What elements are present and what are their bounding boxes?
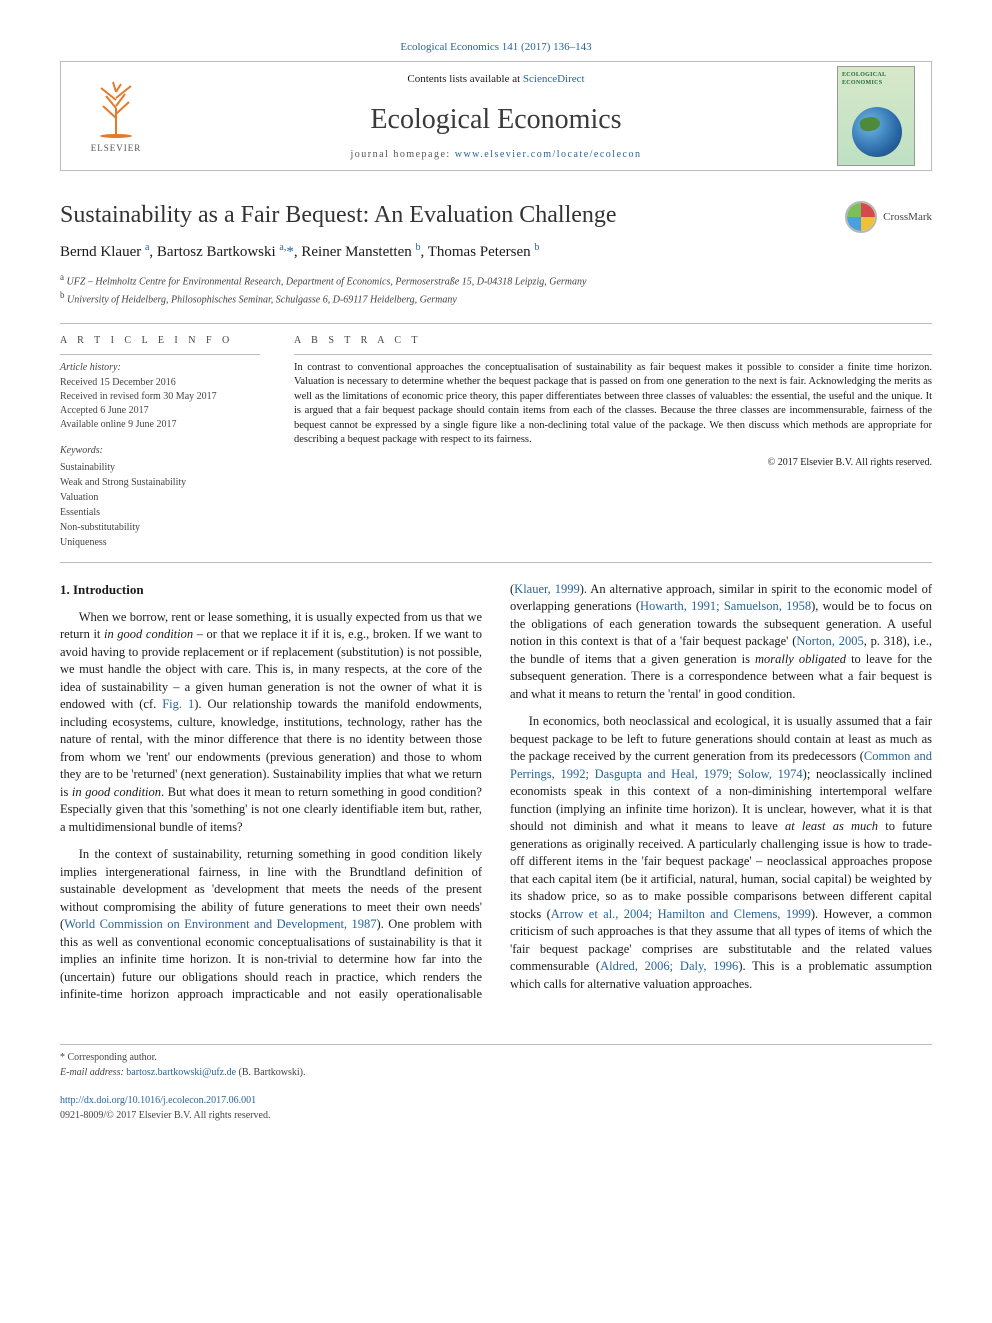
cover-title: ECOLOGICAL ECONOMICS	[842, 71, 910, 87]
publisher-logo-area: ELSEVIER	[61, 62, 171, 170]
corresponding-author-label: * Corresponding author.	[60, 1051, 932, 1065]
ref-link[interactable]: Norton, 2005	[796, 634, 863, 648]
keyword-line: Weak and Strong Sustainability	[60, 475, 260, 490]
section-heading: 1. Introduction	[60, 581, 482, 599]
affiliation-line: b University of Heidelberg, Philosophisc…	[60, 289, 932, 307]
sciencedirect-link[interactable]: ScienceDirect	[523, 73, 585, 85]
affiliation-line: a UFZ – Helmholtz Centre for Environment…	[60, 271, 932, 289]
history-line: Accepted 6 June 2017	[60, 404, 260, 418]
cover-earth-graphic	[852, 107, 902, 157]
doi-line: http://dx.doi.org/10.1016/j.ecolecon.201…	[60, 1094, 932, 1108]
issn-copyright-line: 0921-8009/© 2017 Elsevier B.V. All right…	[60, 1109, 932, 1123]
ref-link[interactable]: Klauer, 1999	[514, 582, 580, 596]
journal-title: Ecological Economics	[179, 101, 813, 139]
masthead: ELSEVIER Contents lists available at Sci…	[60, 61, 932, 171]
crossmark-icon	[845, 201, 877, 233]
abstract-heading: A B S T R A C T	[294, 334, 932, 348]
contents-lists-line: Contents lists available at ScienceDirec…	[179, 72, 813, 87]
ref-link[interactable]: Arrow et al., 2004; Hamilton and Clemens…	[551, 907, 811, 921]
copyright-line: © 2017 Elsevier B.V. All rights reserved…	[294, 456, 932, 470]
journal-issue-link[interactable]: Ecological Economics 141 (2017) 136–143	[400, 41, 591, 53]
affiliations: a UFZ – Helmholtz Centre for Environment…	[60, 271, 932, 308]
ref-link[interactable]: Aldred, 2006; Daly, 1996	[600, 959, 738, 973]
history-line: Received in revised form 30 May 2017	[60, 390, 260, 404]
article-title: Sustainability as a Fair Bequest: An Eva…	[60, 199, 932, 231]
abstract-column: A B S T R A C T In contrast to conventio…	[294, 334, 932, 550]
article-body: 1. Introduction When we borrow, rent or …	[60, 581, 932, 1004]
corresponding-email-link[interactable]: bartosz.bartkowski@ufz.de	[126, 1067, 236, 1078]
journal-homepage-link[interactable]: www.elsevier.com/locate/ecolecon	[455, 149, 642, 160]
crossmark-badge[interactable]: CrossMark	[845, 201, 932, 233]
keyword-line: Essentials	[60, 505, 260, 520]
article-history-heading: Article history:	[60, 361, 260, 375]
publisher-name: ELSEVIER	[91, 142, 142, 154]
keyword-line: Sustainability	[60, 460, 260, 475]
divider	[60, 323, 932, 324]
ref-link[interactable]: Common and Perrings, 1992; Dasgupta and …	[510, 749, 932, 781]
keyword-line: Uniqueness	[60, 535, 260, 550]
elsevier-tree-icon	[91, 78, 141, 138]
crossmark-label: CrossMark	[883, 210, 932, 225]
journal-homepage-line: journal homepage: www.elsevier.com/locat…	[179, 148, 813, 162]
history-line: Available online 9 June 2017	[60, 418, 260, 432]
abstract-text: In contrast to conventional approaches t…	[294, 361, 932, 448]
article-info-column: A R T I C L E I N F O Article history: R…	[60, 334, 260, 550]
authors-line: Bernd Klauer a, Bartosz Bartkowski a,*, …	[60, 241, 932, 262]
ref-link[interactable]: World Commission on Environment and Deve…	[64, 917, 376, 931]
body-paragraph: When we borrow, rent or lease something,…	[60, 609, 482, 837]
keywords-heading: Keywords:	[60, 444, 260, 458]
corresponding-email-line: E-mail address: bartosz.bartkowski@ufz.d…	[60, 1066, 932, 1080]
article-info-heading: A R T I C L E I N F O	[60, 334, 260, 348]
history-line: Received 15 December 2016	[60, 376, 260, 390]
ref-link[interactable]: Howarth, 1991; Samuelson, 1958	[640, 599, 811, 613]
page-footer: * Corresponding author. E-mail address: …	[60, 1044, 932, 1123]
doi-link[interactable]: http://dx.doi.org/10.1016/j.ecolecon.201…	[60, 1095, 256, 1106]
keyword-line: Valuation	[60, 490, 260, 505]
body-paragraph: In economics, both neoclassical and ecol…	[510, 713, 932, 993]
fig-link[interactable]: Fig. 1	[162, 697, 194, 711]
keyword-line: Non-substitutability	[60, 520, 260, 535]
divider	[60, 562, 932, 563]
journal-cover-thumbnail[interactable]: ECOLOGICAL ECONOMICS	[837, 66, 915, 166]
